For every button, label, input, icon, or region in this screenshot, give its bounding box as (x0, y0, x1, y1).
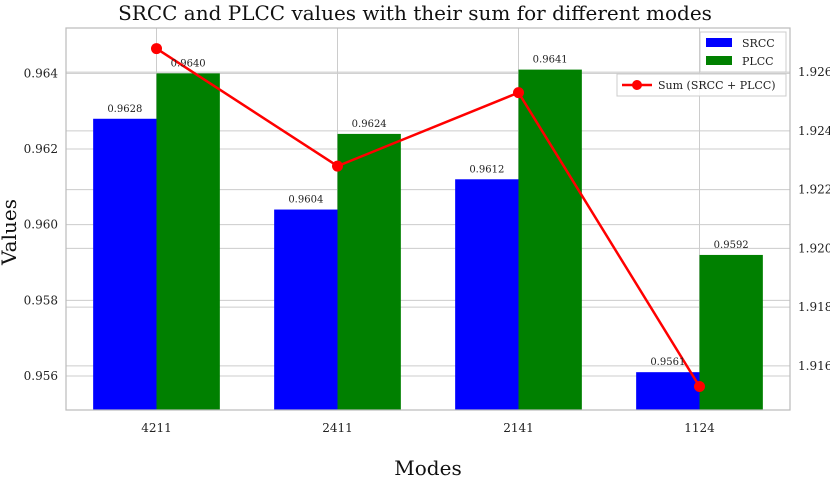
y-tick-label-right: 1.926 (798, 65, 830, 79)
x-tick-label: 2141 (503, 421, 534, 435)
srcc-data-label: 0.9561 (650, 357, 685, 368)
y-tick-label-right: 1.916 (798, 359, 830, 373)
srcc-bar (455, 179, 519, 410)
legend-box-line (616, 73, 787, 97)
srcc-data-label: 0.9604 (288, 195, 323, 206)
y-tick-label-right: 1.924 (798, 124, 830, 138)
y-tick-label-right: 1.922 (798, 183, 830, 197)
srcc-bar (274, 209, 338, 410)
plcc-bar (699, 254, 763, 410)
y-tick-label-left: 0.958 (24, 293, 58, 307)
y-tick-label-right: 1.918 (798, 300, 830, 314)
legend-swatch-plcc (706, 56, 732, 65)
y-axis-title: Values (0, 199, 21, 266)
sum-point (513, 87, 524, 99)
x-tick-label: 1124 (684, 421, 715, 435)
sum-point (332, 160, 343, 172)
plot-frame (65, 27, 791, 411)
plcc-data-label: 0.9592 (714, 240, 749, 251)
y-tick-label-right: 1.920 (798, 241, 830, 255)
legend-marker-sum (632, 80, 642, 90)
plcc-data-label: 0.9640 (171, 58, 206, 69)
plcc-data-label: 0.9641 (533, 55, 568, 66)
plcc-data-label: 0.9624 (352, 119, 387, 130)
x-tick-label: 2411 (322, 421, 353, 435)
srcc-data-label: 0.9628 (107, 104, 142, 115)
legend-swatch-srcc (706, 38, 732, 47)
legend-label-plcc: PLCC (742, 55, 774, 68)
y-tick-label-left: 0.964 (24, 66, 59, 80)
y-tick-label-left: 0.956 (24, 369, 58, 383)
plcc-bar (518, 69, 582, 411)
sum-point (151, 43, 162, 55)
srcc-data-label: 0.9612 (469, 164, 504, 175)
sum-point (694, 380, 705, 392)
x-axis-title: Modes (394, 456, 461, 480)
legend-label-srcc: SRCC (742, 37, 775, 50)
chart-title: SRCC and PLCC values with their sum for … (118, 1, 712, 25)
plcc-bar (337, 133, 401, 410)
plcc-bar (156, 73, 220, 410)
y-tick-label-left: 0.960 (24, 218, 58, 232)
x-tick-label: 4211 (141, 421, 172, 435)
srcc-bar (93, 118, 157, 410)
y-tick-label-left: 0.962 (24, 142, 58, 156)
sum-line (155, 47, 701, 388)
legend-label-sum: Sum (SRCC + PLCC) (658, 79, 776, 92)
srcc-bar (636, 372, 700, 410)
